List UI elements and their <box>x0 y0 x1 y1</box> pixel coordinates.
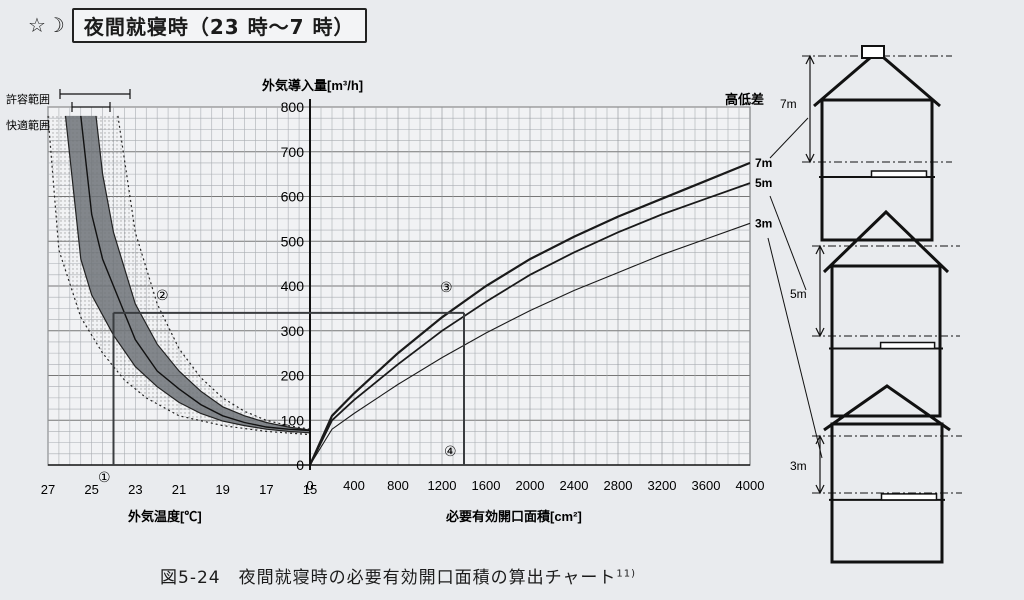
left-x-tick-label: 19 <box>215 482 229 497</box>
right-x-tick-label: 3200 <box>648 478 677 493</box>
marker-3: ③ <box>440 280 453 296</box>
allowable-lower-line <box>47 115 311 436</box>
right-x-tick-label: 2000 <box>516 478 545 493</box>
right-x-tick-label: 800 <box>387 478 409 493</box>
left-x-tick-label: 17 <box>259 482 273 497</box>
allowable-range-label: 許容範囲 <box>6 92 50 106</box>
comfort-upper-line <box>95 115 311 431</box>
house-walls <box>830 264 942 418</box>
house-5m: 5m <box>790 209 960 418</box>
left-x-tick-label: 25 <box>84 482 98 497</box>
y-tick-label: 100 <box>281 412 305 428</box>
right-x-tick-label: 2800 <box>604 478 633 493</box>
comfort-lower-line <box>64 115 311 434</box>
y-tick-label: 300 <box>281 323 305 339</box>
house-walls <box>820 98 934 242</box>
series-line-5m <box>309 182 751 466</box>
house-height-label: 7m <box>780 97 797 111</box>
dimension-arrow-down <box>815 327 825 338</box>
house-window <box>870 170 928 178</box>
allowable-upper-line <box>117 115 311 430</box>
left-x-tick-label: 23 <box>128 482 142 497</box>
leader-7m <box>769 117 809 159</box>
comfort-range-label: 快適範囲 <box>6 118 50 132</box>
marker-4: ④ <box>444 444 457 460</box>
right-x-tick-label: 3600 <box>692 478 721 493</box>
y-tick-label: 0 <box>296 457 304 473</box>
right-x-tick-label: 1600 <box>472 478 501 493</box>
house-window <box>879 341 936 350</box>
left-x-tick-label: 21 <box>172 482 186 497</box>
house-chimney <box>861 45 885 59</box>
y-tick-label: 800 <box>281 99 305 115</box>
house-window <box>880 493 938 501</box>
house-height-label: 5m <box>790 287 807 301</box>
y-tick-label: 500 <box>281 233 305 249</box>
series-label-5m: 5m <box>755 176 772 190</box>
y-tick-label: 400 <box>281 278 305 294</box>
marker-1: ① <box>98 470 111 486</box>
caption-ref: 11) <box>616 568 637 580</box>
right-x-tick-label: 0 <box>306 478 313 493</box>
header: ☆☽ 夜間就寝時（23 時〜7 時） <box>28 7 367 43</box>
house-3m: 3m <box>790 384 962 564</box>
dimension-arrow-up <box>805 54 815 65</box>
series-label-7m: 7m <box>755 156 772 170</box>
series-line-3m <box>309 222 751 466</box>
house-roof <box>822 209 950 274</box>
right-x-tick-label: 1200 <box>428 478 457 493</box>
house-height-label: 3m <box>790 459 807 473</box>
series-line-7m <box>308 161 751 466</box>
left-x-tick-label: 15 <box>303 482 317 497</box>
dimension-arrow-down <box>805 153 815 164</box>
leader-3m <box>767 237 823 459</box>
moon-star-icon: ☆☽ <box>28 13 66 37</box>
y-tick-label: 600 <box>281 189 305 205</box>
grid <box>47 106 751 466</box>
center-line <box>80 115 311 432</box>
figure-caption: 図5-24 夜間就寝時の必要有効開口面積の算出チャート11) <box>160 563 636 588</box>
right-x-tick-label: 4000 <box>736 478 765 493</box>
dimension-arrow-up <box>815 434 825 445</box>
house-roof <box>823 384 951 432</box>
leader-5m <box>769 195 807 291</box>
house-7m: 7m <box>780 45 952 242</box>
marker-2: ② <box>156 288 169 304</box>
x-axis-right-label: 必要有効開口面積[cm²] <box>445 509 582 524</box>
right-panel: 7m 5m 3m <box>308 156 772 466</box>
house-roof <box>813 50 941 108</box>
caption-text: 図5-24 夜間就寝時の必要有効開口面積の算出チャート <box>160 568 617 588</box>
x-axis-left-label: 外気温度[℃] <box>127 509 202 524</box>
page-title: 夜間就寝時（23 時〜7 時） <box>71 7 367 43</box>
y-tick-label: 700 <box>281 144 305 160</box>
right-x-tick-label: 400 <box>343 478 365 493</box>
right-x-tick-label: 2400 <box>560 478 589 493</box>
height-diff-label: 高低差 <box>725 92 764 107</box>
dimension-arrow-down <box>815 484 825 495</box>
left-x-tick-label: 27 <box>41 482 55 497</box>
house-diagrams: 7m 5m 3m <box>767 45 962 564</box>
series-label-3m: 3m <box>755 216 772 230</box>
y-tick-label: 200 <box>281 368 305 384</box>
dimension-arrow-up <box>815 244 825 255</box>
y-axis-label: 外気導入量[m³/h] <box>261 78 363 93</box>
